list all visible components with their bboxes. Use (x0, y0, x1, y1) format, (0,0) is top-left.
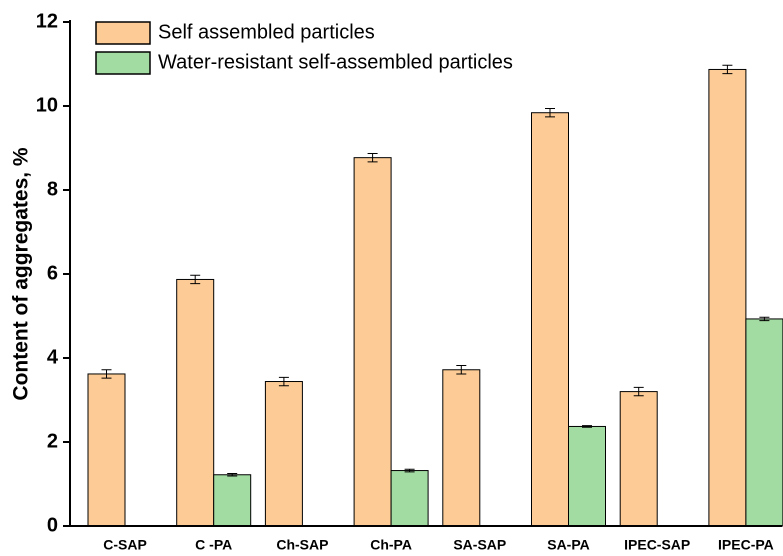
y-tick-label: 6 (47, 262, 58, 284)
bar (442, 369, 481, 527)
error-bar (101, 369, 112, 379)
error-bar (278, 376, 289, 387)
bar (745, 318, 783, 527)
x-tick-label: Ch-SAP (276, 537, 328, 553)
bar (531, 112, 569, 527)
error-bar (633, 386, 644, 397)
x-tick-label: IPEC-SAP (624, 537, 690, 553)
bar (87, 373, 126, 527)
legend-label: Water-resistant self-assembled particles (158, 51, 513, 73)
y-tick-label: 8 (47, 178, 58, 200)
error-bar (456, 365, 467, 375)
x-tick-label: SA-SAP (453, 537, 506, 553)
bar (353, 157, 392, 527)
y-tick-label: 10 (36, 94, 58, 116)
bar (264, 381, 303, 527)
x-tick-label: C -PA (195, 537, 232, 553)
x-tick-label: IPEC-PA (718, 537, 774, 553)
bar (568, 425, 606, 527)
y-tick-label: 4 (47, 346, 59, 368)
x-tick-label: Ch-PA (370, 537, 412, 553)
error-bar (367, 152, 378, 163)
bar (213, 474, 252, 527)
error-bar (582, 425, 592, 428)
bar (619, 391, 658, 527)
y-tick-label: 12 (36, 10, 58, 32)
legend-label: Self assembled particles (158, 21, 375, 43)
legend-swatch (95, 51, 151, 75)
error-bar (404, 468, 415, 473)
error-bar (227, 473, 238, 477)
x-tick-label: C-SAP (103, 537, 147, 553)
error-bar (759, 316, 770, 322)
x-tick-label: SA-PA (547, 537, 590, 553)
bar (390, 470, 429, 527)
error-bar (545, 108, 555, 118)
error-bar (190, 274, 201, 285)
y-axis-label: Content of aggregates, % (10, 147, 33, 401)
error-bar (722, 64, 733, 75)
y-tick-label: 2 (47, 430, 58, 452)
bar (708, 68, 747, 527)
legend-swatch (95, 21, 151, 45)
bar (176, 278, 215, 527)
y-tick-label: 0 (47, 514, 58, 536)
